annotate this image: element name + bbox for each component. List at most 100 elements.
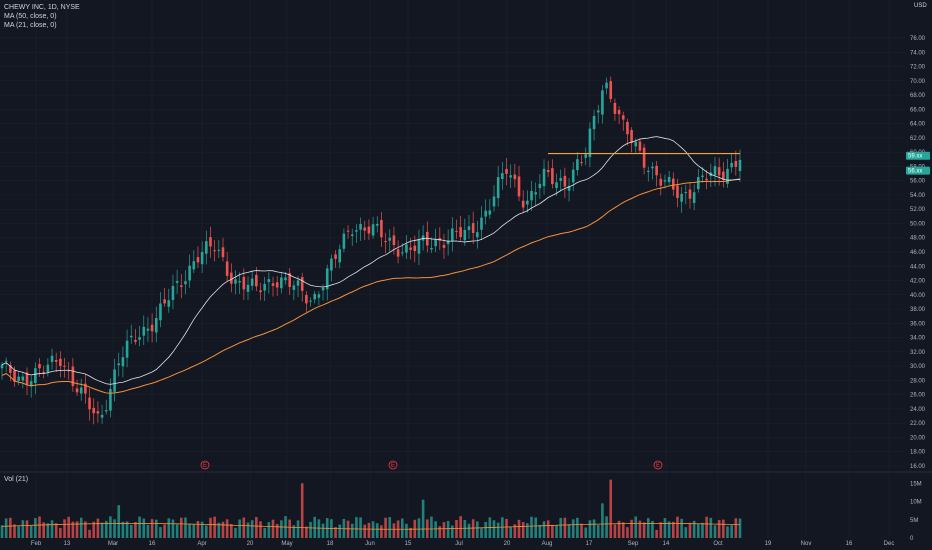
- candle-body: [171, 285, 175, 300]
- candle-body: [592, 115, 596, 130]
- candle-body: [446, 240, 450, 245]
- earnings-label: E: [656, 463, 660, 469]
- volume-bar: [146, 524, 150, 538]
- volume-bar: [67, 516, 71, 538]
- volume-bar: [555, 525, 558, 538]
- candle-body: [38, 364, 41, 369]
- candle-body: [25, 372, 29, 385]
- candle-body: [684, 192, 688, 194]
- candle-body: [92, 407, 96, 414]
- volume-bar: [159, 527, 162, 538]
- candle-body: [442, 244, 446, 248]
- volume-bar: [517, 519, 521, 538]
- candle-body: [284, 277, 287, 281]
- candle-body: [642, 147, 646, 168]
- candle-body: [175, 281, 179, 283]
- volume-bar: [588, 520, 592, 538]
- candle-body: [455, 230, 458, 232]
- date-tick-label: Mar: [108, 541, 118, 547]
- date-tick-label: 20: [247, 541, 254, 547]
- volume-ma-line: [1, 523, 741, 530]
- last-price-tag: [906, 151, 930, 160]
- volume-bar: [701, 522, 704, 538]
- candle-body: [571, 169, 575, 183]
- candle-body: [359, 223, 362, 230]
- volume-bar: [601, 503, 604, 538]
- candle-body: [179, 285, 183, 287]
- volume-tick-label: 10M: [910, 500, 922, 506]
- volume-bar: [496, 522, 500, 538]
- candle-body: [17, 376, 20, 381]
- price-tick-label: 54.00: [910, 193, 926, 199]
- volume-bar: [92, 521, 96, 538]
- last-price-text: 56.xx: [908, 169, 922, 175]
- candle-body: [555, 182, 558, 189]
- candle-body: [167, 300, 171, 307]
- volume-bar: [109, 516, 112, 538]
- candle-body: [9, 365, 12, 373]
- candle-body: [596, 110, 600, 113]
- volume-bar: [100, 522, 104, 538]
- candle-body: [584, 154, 588, 158]
- candle-body: [651, 166, 654, 169]
- volume-bar: [150, 519, 154, 538]
- volume-bar: [84, 521, 87, 538]
- price-tick-label: 32.00: [910, 350, 926, 356]
- date-tick-label: 16: [149, 541, 156, 547]
- volume-bar: [188, 524, 191, 538]
- date-tick-label: Sep: [628, 541, 639, 547]
- candle-body: [463, 230, 467, 241]
- date-tick-label: May: [281, 541, 292, 547]
- candle-body: [613, 102, 617, 114]
- candle-body: [630, 129, 633, 144]
- price-tick-label: 62.00: [910, 136, 926, 142]
- candle-body: [355, 230, 358, 232]
- volume-bar: [534, 517, 537, 538]
- candle-body: [701, 175, 704, 177]
- price-tick-label: 42.00: [910, 279, 926, 285]
- candle-body: [350, 234, 354, 236]
- ma21-line: [1, 136, 741, 385]
- candle-body: [0, 364, 4, 369]
- earnings-label: E: [203, 463, 207, 469]
- price-tick-label: 40.00: [910, 293, 926, 299]
- volume-bar: [713, 525, 717, 538]
- candle-body: [267, 279, 271, 283]
- volume-bar: [38, 516, 41, 538]
- candle-body: [334, 254, 337, 259]
- price-tick-label: 68.00: [910, 93, 926, 99]
- volume-bar: [613, 524, 617, 538]
- volume-bar: [117, 505, 121, 538]
- candle-body: [100, 414, 104, 418]
- ma50-line: [1, 178, 741, 394]
- candle-body: [234, 279, 237, 284]
- date-tick-label: Apr: [197, 541, 206, 547]
- volume-bar: [255, 517, 258, 538]
- candle-body: [551, 168, 554, 185]
- price-tick-label: 66.00: [910, 107, 926, 113]
- candle-body: [275, 282, 279, 288]
- volume-bar: [129, 524, 133, 538]
- volume-bar: [476, 521, 479, 538]
- candle-body: [305, 295, 308, 304]
- volume-bar: [626, 527, 629, 538]
- volume-tick-label: 0: [910, 536, 914, 542]
- last-price-text: 59.xx: [908, 154, 922, 160]
- candle-body: [150, 324, 154, 332]
- candle-body: [205, 241, 208, 254]
- candle-body: [396, 249, 400, 257]
- date-tick-label: 20: [504, 541, 511, 547]
- volume-bar: [592, 519, 596, 538]
- candle-body: [496, 177, 500, 199]
- candle-body: [117, 363, 121, 366]
- candle-body: [200, 251, 204, 265]
- volume-bar: [217, 522, 221, 538]
- price-tick-label: 20.00: [910, 435, 926, 441]
- price-tick-label: 64.00: [910, 122, 926, 128]
- volume-bar: [684, 527, 688, 538]
- candle-body: [221, 247, 225, 258]
- price-tick-label: 72.00: [910, 65, 926, 71]
- candle-body: [738, 159, 742, 172]
- candle-body: [538, 183, 542, 189]
